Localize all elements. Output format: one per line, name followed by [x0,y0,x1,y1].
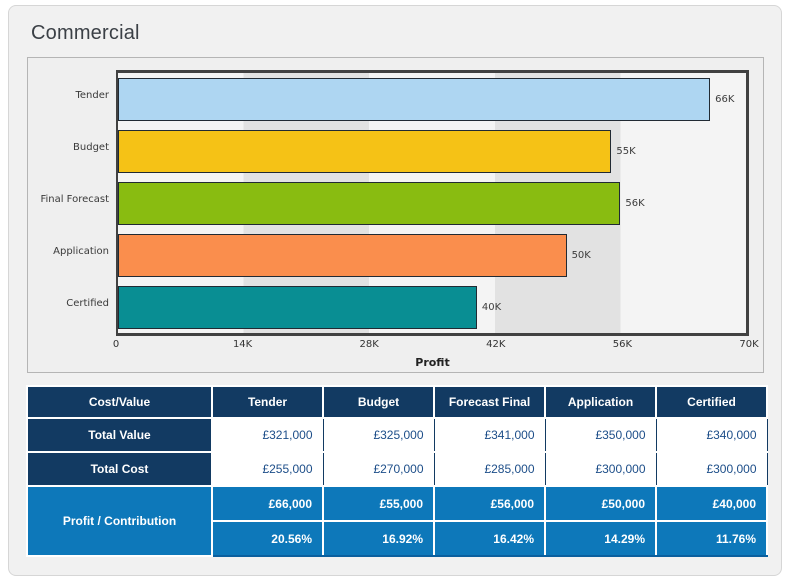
table-cell: £270,000 [322,451,435,487]
profit-percent-cell: 14.29% [544,520,657,557]
table-header-budget: Budget [322,385,435,419]
chart-x-axis-ticks: 0 14K 28K 42K 56K 70K [112,339,759,354]
bar-application[interactable] [118,233,567,277]
table-row: Total Value £321,000 £325,000 £341,000 £350,… [26,417,768,453]
bar-row: 50K [118,229,746,281]
x-axis-tick-label: 28K [359,339,379,350]
table-cell: £300,000 [544,451,657,487]
bar-row: 66K [118,73,746,125]
table-cell: £285,000 [433,451,546,487]
row-label: Total Value [26,417,213,453]
cost-value-table: Cost/Value Tender Budget Forecast Final Appl… [26,385,768,557]
profit-percent-row: 20.56% 16.92% 16.42% 14.29% 11.76% [27,520,768,557]
bar-certified[interactable] [118,285,477,329]
table-cell: £255,000 [211,451,324,487]
x-axis-tick-label: 14K [232,339,253,350]
table-header-certified: Certified [655,385,768,419]
bar-row: 55K [118,125,746,177]
bar-value-label: 50K [571,249,591,261]
profit-amount-cell: £55,000 [322,485,435,522]
bar-final-forecast[interactable] [118,181,621,225]
profit-amount-cell: £50,000 [544,485,657,522]
x-axis-tick-label: 70K [739,339,759,350]
page-title: Commercial [31,22,140,44]
profit-amount-cell: £66,000 [211,485,324,522]
table-header-cost-value: Cost/Value [26,385,213,419]
profit-contribution-label: Profit / Contribution [26,485,213,557]
table-cell: £300,000 [655,451,768,487]
table-cell: £350,000 [544,417,657,453]
chart-x-axis-title: Profit [415,356,450,369]
table-header-application: Application [544,385,657,419]
bar-value-label: 55K [616,145,636,157]
profit-bar-chart-panel: Tender Budget Final Forecast Application Cer… [27,57,764,373]
row-label: Total Cost [26,451,213,487]
table-row: Total Cost £255,000 £270,000 £285,000 £300,0… [26,451,768,487]
table-cell: £321,000 [211,417,324,453]
profit-amount-cell: £40,000 [655,485,768,522]
chart-category-label: Tender [75,90,109,101]
table-header-forecast-final: Forecast Final [433,385,546,419]
table-header-tender: Tender [211,385,324,419]
chart-category-label: Certified [66,298,109,309]
profit-percent-cell: 16.42% [433,520,546,557]
x-axis-tick-label: 42K [486,339,506,350]
chart-main-area: Tender Budget Final Forecast Application Cer… [28,58,763,336]
table-cell: £341,000 [433,417,546,453]
profit-percent-cell: 20.56% [211,520,324,557]
x-axis-tick-label: 56K [612,339,633,350]
chart-category-axis: Tender Budget Final Forecast Application Cer… [28,70,116,336]
profit-amount-row: Profit / Contribution £66,000 £55,000 £56,0… [26,485,768,557]
profit-percent-cell: 16.92% [322,520,435,557]
bar-value-label: 40K [481,301,502,313]
commercial-report-card: Commercial Tender Budget Final Forecast App… [8,5,782,576]
bar-budget[interactable] [118,129,612,173]
bar-tender[interactable] [118,77,711,121]
table-header-row: Cost/Value Tender Budget Forecast Final Appl… [26,385,768,419]
chart-category-label: Application [53,246,109,257]
bar-value-label: 56K [625,197,645,209]
bar-row: 56K [118,177,746,229]
chart-category-label: Budget [73,142,109,153]
table-cell: £325,000 [322,417,435,453]
profit-amount-cell: £56,000 [433,485,546,522]
x-axis-tick-label: 0 [112,339,120,350]
bar-value-label: 66K [715,93,735,105]
table-cell: £340,000 [655,417,768,453]
bar-row: 40K [118,281,746,333]
chart-category-label: Final Forecast [40,194,109,205]
profit-percent-cell: 11.76% [655,520,768,557]
chart-plot-area: 66K 55K 56K 50K 40K [116,70,749,336]
